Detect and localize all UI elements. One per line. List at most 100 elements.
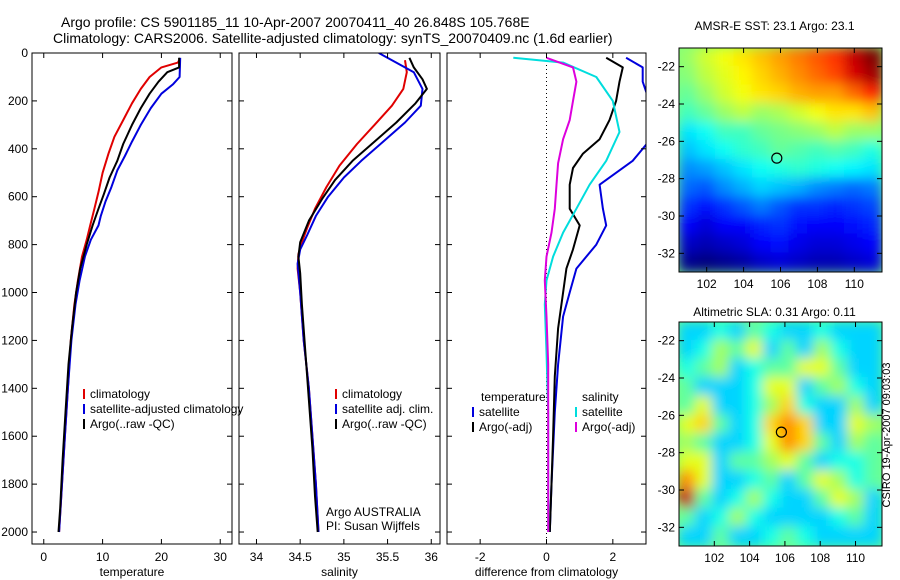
heat-cell	[745, 451, 765, 473]
heat-cell	[847, 507, 867, 529]
heat-cell	[751, 159, 773, 180]
heat-cell	[813, 451, 833, 473]
heat-cell	[733, 177, 754, 199]
heat-cells	[679, 322, 882, 546]
heat-cell	[847, 322, 867, 342]
heat-cell	[844, 103, 865, 124]
legend-entry: Argo(-adj)	[479, 420, 532, 434]
heat-cell	[796, 339, 816, 361]
heat-cell	[733, 233, 754, 255]
x-tick-label: 102	[704, 551, 724, 565]
heat-cell	[733, 159, 754, 180]
axes-frame	[238, 52, 441, 545]
heat-cell	[751, 196, 773, 217]
heat-cell	[714, 215, 736, 236]
heat-cell	[751, 252, 773, 272]
heat-cell	[711, 322, 731, 342]
x-tick-label: -2	[475, 550, 486, 564]
heat-cell	[745, 322, 765, 342]
heat-cell	[864, 451, 882, 473]
legend-entry: Argo(..raw -QC)	[90, 417, 175, 431]
heat-cell	[788, 177, 810, 199]
x-tick-label: 2	[609, 550, 616, 564]
heat-cell	[751, 233, 773, 255]
y-tick-label: 0	[21, 46, 28, 60]
heat-cell	[751, 48, 773, 68]
y-tick-label: -32	[658, 520, 676, 534]
x-tick-label: 35	[337, 550, 351, 564]
heat-cell	[825, 84, 847, 105]
heat-cell	[679, 470, 697, 491]
heat-cell	[779, 339, 799, 361]
y-tick-label: 1600	[1, 429, 28, 443]
heat-cell	[770, 233, 791, 255]
heat-cell	[813, 377, 833, 398]
map-title: Altimetric SLA: 0.31 Argo: 0.11	[693, 305, 856, 319]
heat-cell	[762, 322, 782, 342]
y-tick-label: 200	[8, 94, 28, 108]
heat-cell	[864, 339, 882, 361]
y-tick-label: 1000	[1, 286, 28, 300]
heat-cell	[807, 252, 828, 272]
map-frame	[678, 321, 883, 547]
heat-cell	[813, 507, 833, 529]
heat-cell	[711, 489, 731, 510]
x-tick-label: 104	[740, 551, 760, 565]
y-tick-label: -24	[658, 97, 676, 111]
x-tick-label: 30	[214, 550, 228, 564]
heat-cell	[807, 65, 828, 87]
heat-cell	[711, 395, 731, 417]
heat-cell	[830, 377, 850, 398]
heat-cell	[733, 140, 754, 161]
heat-cell	[714, 196, 736, 217]
heat-cell	[788, 48, 810, 68]
heat-cell	[847, 526, 867, 546]
heat-cell	[679, 322, 697, 342]
heat-cell	[733, 65, 754, 87]
heat-cell	[847, 451, 867, 473]
heat-cell	[813, 414, 833, 435]
heat-cell	[864, 526, 882, 546]
heat-cell	[862, 65, 882, 87]
heat-cell	[830, 395, 850, 417]
heat-cell	[864, 395, 882, 417]
heat-cell	[679, 252, 699, 272]
heat-cell	[844, 121, 865, 143]
argo-location-marker	[771, 152, 783, 164]
heat-cell	[762, 433, 782, 454]
heat-cell	[779, 414, 799, 435]
heat-cell	[711, 414, 731, 435]
heat-cell	[788, 121, 810, 143]
heat-cell	[862, 159, 882, 180]
heat-cell	[862, 121, 882, 143]
heat-cell	[714, 48, 736, 68]
heat-cell	[711, 433, 731, 454]
heat-cell	[847, 339, 867, 361]
x-tick-label: 110	[846, 551, 865, 565]
legend-entry: climatology	[90, 387, 150, 401]
heat-cell	[779, 489, 799, 510]
heat-cell	[770, 140, 791, 161]
heat-cell	[762, 395, 782, 417]
heat-cell	[728, 339, 748, 361]
heat-cell	[751, 177, 773, 199]
heat-cell	[825, 215, 847, 236]
heat-cell	[714, 177, 736, 199]
heat-cell	[847, 377, 867, 398]
heat-cell	[788, 196, 810, 217]
legend-entry: Argo(..raw -QC)	[342, 417, 427, 431]
x-tick-label: 35.5	[376, 550, 400, 564]
heat-cell	[711, 507, 731, 529]
map-title: AMSR-E SST: 23.1 Argo: 23.1	[694, 19, 854, 33]
heat-cell	[696, 65, 717, 87]
heat-cell	[796, 395, 816, 417]
heat-cell	[796, 526, 816, 546]
heat-cell	[694, 395, 714, 417]
heat-cell	[864, 489, 882, 510]
title-line-1: Argo profile: CS 5901185_11 10-Apr-2007 …	[61, 14, 530, 30]
heat-cell	[788, 140, 810, 161]
heat-cell	[694, 489, 714, 510]
heat-cell	[679, 48, 699, 68]
